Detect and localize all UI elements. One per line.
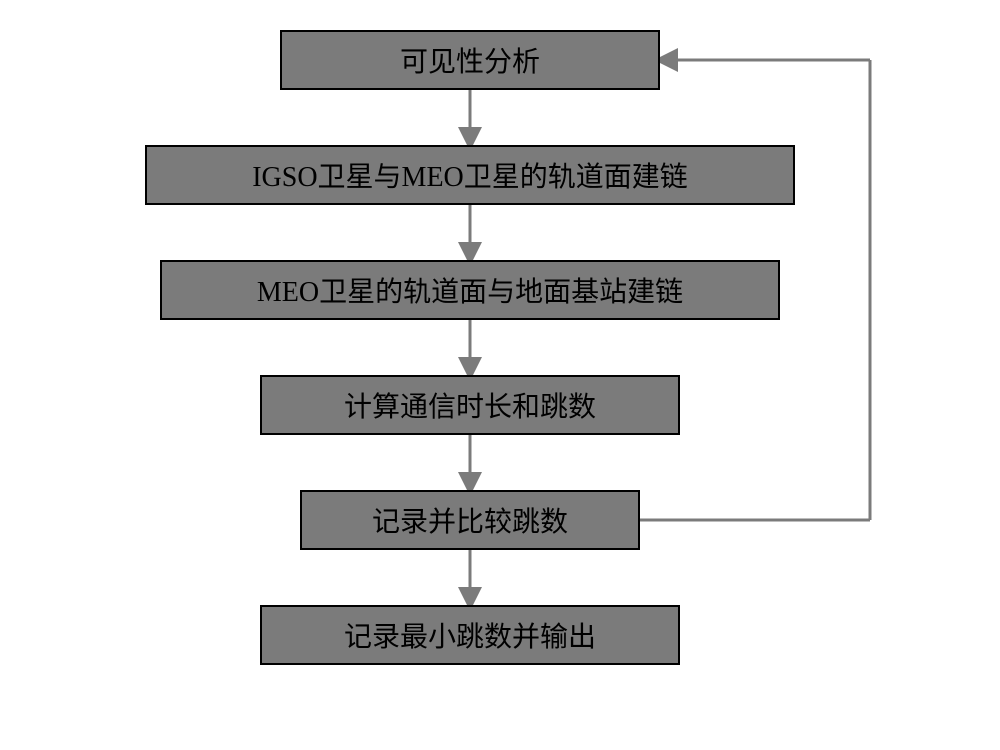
node-label: 计算通信时长和跳数 xyxy=(344,385,596,425)
flowchart-node: 计算通信时长和跳数 xyxy=(260,375,680,435)
node-label: IGSO卫星与MEO卫星的轨道面建链 xyxy=(252,155,688,195)
node-label: 记录并比较跳数 xyxy=(372,500,568,540)
flowchart-node: 可见性分析 xyxy=(280,30,660,90)
flowchart-node: IGSO卫星与MEO卫星的轨道面建链 xyxy=(145,145,795,205)
flowchart-node: MEO卫星的轨道面与地面基站建链 xyxy=(160,260,780,320)
node-label: 记录最小跳数并输出 xyxy=(344,615,596,655)
flowchart-node: 记录并比较跳数 xyxy=(300,490,640,550)
flowchart-canvas: 可见性分析 IGSO卫星与MEO卫星的轨道面建链 MEO卫星的轨道面与地面基站建… xyxy=(0,0,1000,750)
node-label: MEO卫星的轨道面与地面基站建链 xyxy=(257,270,683,310)
node-label: 可见性分析 xyxy=(400,40,540,80)
flowchart-node: 记录最小跳数并输出 xyxy=(260,605,680,665)
